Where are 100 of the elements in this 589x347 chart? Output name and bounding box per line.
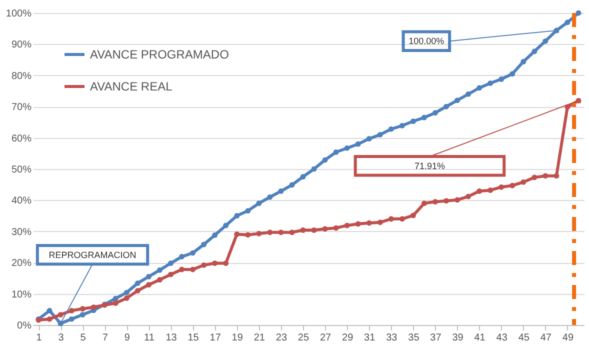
- point: [532, 48, 538, 54]
- point: [311, 166, 317, 172]
- annotation: REPROGRAMACION: [48, 250, 136, 260]
- point: [256, 200, 262, 206]
- point: [322, 226, 328, 232]
- point: [542, 38, 548, 44]
- point: [388, 126, 394, 132]
- point: [190, 266, 196, 272]
- x-tick-label: 29: [342, 332, 354, 344]
- point: [46, 308, 52, 314]
- point: [377, 132, 383, 138]
- point: [564, 20, 570, 26]
- point: [488, 80, 494, 86]
- x-tick-label: 49: [562, 332, 574, 344]
- point: [112, 300, 118, 306]
- point: [124, 290, 130, 296]
- x-tick-label: 1: [36, 332, 42, 344]
- point: [554, 173, 560, 179]
- y-tick-label: 100%: [6, 8, 32, 20]
- point: [300, 174, 306, 180]
- point: [46, 316, 52, 322]
- y-tick-label: 70%: [11, 102, 32, 114]
- annotation: 71.91%: [414, 160, 445, 171]
- point: [223, 260, 229, 266]
- point: [146, 282, 152, 288]
- point: [234, 231, 240, 237]
- x-tick-label: 21: [254, 332, 266, 344]
- point: [466, 91, 472, 97]
- point: [134, 288, 140, 294]
- point: [432, 110, 438, 116]
- point: [432, 199, 438, 204]
- x-tick-label: 27: [320, 332, 332, 344]
- point: [278, 230, 284, 236]
- y-tick-label: 90%: [11, 40, 32, 51]
- point: [510, 71, 516, 77]
- x-tick-label: 39: [452, 332, 464, 344]
- point: [223, 222, 229, 228]
- x-tick-label: 33: [386, 332, 398, 344]
- x-tick-label: 37: [430, 332, 442, 344]
- x-tick-label: 11: [144, 332, 155, 344]
- point: [201, 242, 207, 248]
- point: [289, 230, 295, 236]
- point: [377, 220, 383, 226]
- y-tick-label: 0%: [17, 320, 32, 332]
- point: [90, 304, 96, 310]
- point: [156, 277, 162, 282]
- point: [58, 312, 64, 318]
- annotation: 100.00%: [408, 36, 444, 46]
- point: [576, 10, 582, 16]
- point: [366, 220, 372, 226]
- point: [510, 182, 516, 188]
- point: [168, 272, 174, 278]
- point: [267, 194, 273, 200]
- point: [267, 230, 273, 236]
- x-tick-label: 3: [58, 332, 64, 344]
- point: [201, 262, 207, 268]
- point: [311, 227, 317, 233]
- point: [245, 208, 251, 214]
- point: [476, 188, 482, 194]
- point: [278, 188, 284, 194]
- point: [256, 230, 262, 236]
- point: [190, 250, 196, 256]
- x-tick-label: 9: [124, 332, 130, 344]
- point: [498, 76, 504, 82]
- y-tick-label: 10%: [11, 289, 32, 300]
- point: [68, 316, 74, 322]
- point: [576, 98, 582, 104]
- point: [366, 136, 372, 142]
- point: [289, 182, 295, 188]
- point: [322, 157, 328, 163]
- point: [300, 227, 306, 233]
- point: [444, 198, 449, 204]
- x-tick-label: 25: [298, 332, 310, 344]
- point: [542, 173, 548, 179]
- point: [421, 200, 427, 206]
- point: [532, 174, 538, 180]
- y-tick-label: 50%: [11, 164, 32, 176]
- point: [344, 222, 350, 228]
- x-tick-label: 45: [518, 332, 530, 344]
- point: [399, 122, 405, 128]
- y-tick-label: 60%: [11, 133, 32, 144]
- point: [410, 212, 416, 218]
- y-tick-label: 40%: [11, 196, 32, 207]
- point: [444, 104, 449, 110]
- point: [498, 184, 504, 190]
- x-tick-label: 23: [276, 332, 288, 344]
- point: [388, 216, 394, 222]
- point: [80, 312, 86, 318]
- x-tick-label: 7: [102, 332, 108, 344]
- y-tick-label: 80%: [11, 70, 32, 82]
- point: [454, 197, 460, 203]
- point: [134, 280, 140, 286]
- point: [156, 267, 162, 273]
- legend-label: AVANCE REAL: [90, 80, 173, 94]
- point: [355, 141, 361, 147]
- y-tick-label: 20%: [11, 258, 32, 270]
- point: [80, 306, 86, 312]
- point: [410, 118, 416, 124]
- x-tick-label: 35: [408, 332, 420, 344]
- legend-label: AVANCE PROGRAMADO: [90, 48, 229, 62]
